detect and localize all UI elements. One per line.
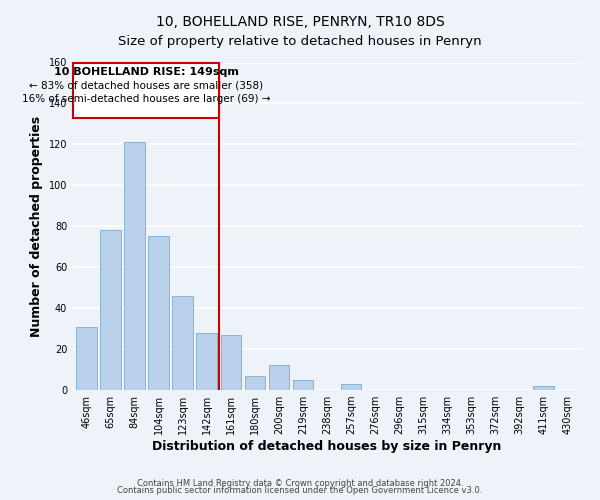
Bar (341, 384, 361, 390)
Bar (76, 326, 97, 390)
Text: Contains HM Land Registry data © Crown copyright and database right 2024.: Contains HM Land Registry data © Crown c… (137, 478, 463, 488)
Bar (293, 380, 313, 390)
Y-axis label: Number of detached properties: Number of detached properties (30, 116, 43, 337)
X-axis label: Distribution of detached houses by size in Penryn: Distribution of detached houses by size … (152, 440, 502, 453)
Bar (124, 142, 145, 390)
Bar (100, 230, 121, 390)
Bar (269, 366, 289, 390)
Text: Size of property relative to detached houses in Penryn: Size of property relative to detached ho… (118, 35, 482, 48)
Text: 10 BOHELLAND RISE: 149sqm: 10 BOHELLAND RISE: 149sqm (54, 66, 239, 76)
Bar (533, 386, 554, 390)
Text: ← 83% of detached houses are smaller (358): ← 83% of detached houses are smaller (35… (29, 80, 263, 90)
Bar (245, 376, 265, 390)
Text: Contains public sector information licensed under the Open Government Licence v3: Contains public sector information licen… (118, 486, 482, 495)
Bar (148, 236, 169, 390)
FancyBboxPatch shape (73, 62, 219, 118)
Text: 16% of semi-detached houses are larger (69) →: 16% of semi-detached houses are larger (… (22, 94, 271, 104)
Bar (221, 334, 241, 390)
Bar (172, 296, 193, 390)
Text: 10, BOHELLAND RISE, PENRYN, TR10 8DS: 10, BOHELLAND RISE, PENRYN, TR10 8DS (155, 15, 445, 29)
Bar (196, 332, 217, 390)
